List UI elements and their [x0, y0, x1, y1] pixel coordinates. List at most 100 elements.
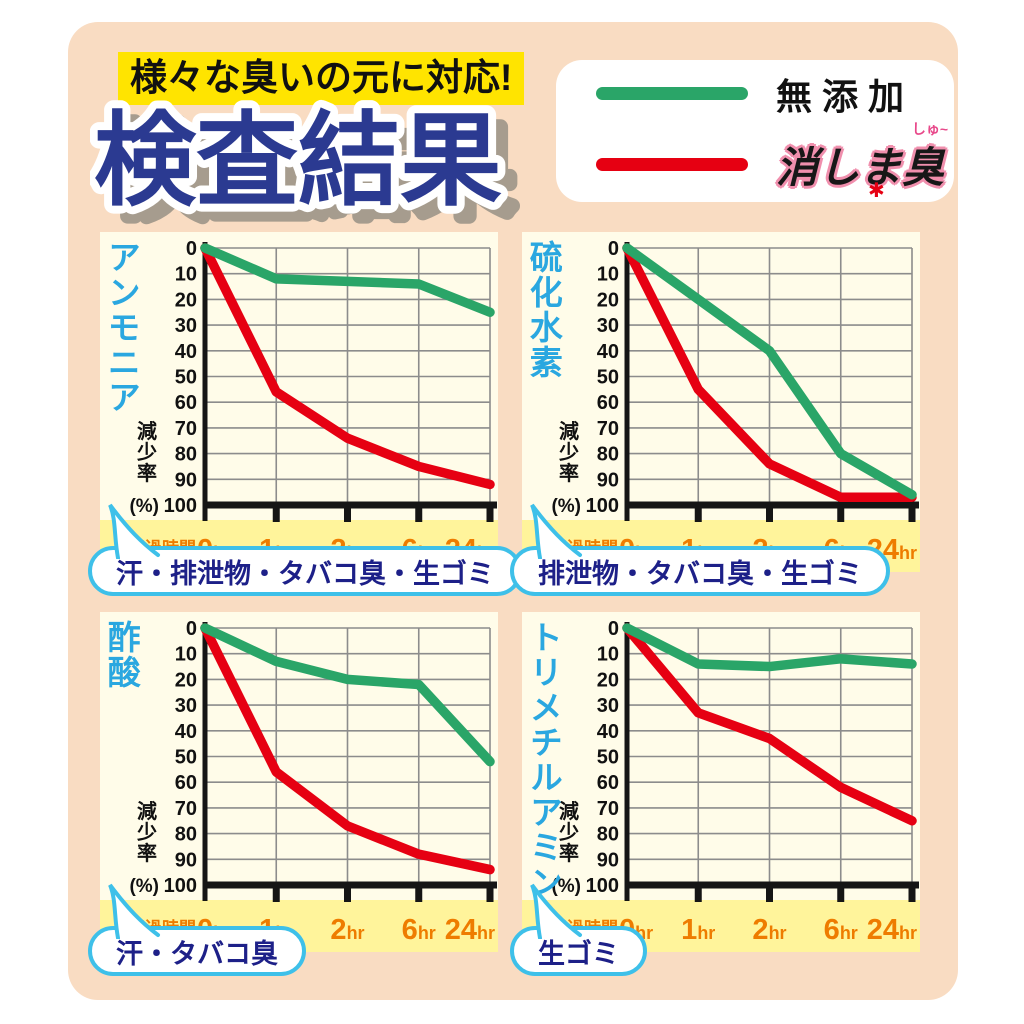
- svg-text:20: 20: [175, 289, 197, 311]
- svg-text:10: 10: [597, 644, 619, 666]
- svg-text:率: 率: [559, 841, 579, 865]
- svg-text:90: 90: [175, 469, 197, 491]
- svg-text:30: 30: [597, 315, 619, 337]
- svg-text:率: 率: [137, 461, 157, 485]
- chart-hydrogen-sulfide-title: 硫化水素: [525, 240, 563, 380]
- svg-text:少: 少: [136, 821, 157, 844]
- svg-text:2hr: 2hr: [330, 914, 364, 946]
- svg-text:(%): (%): [129, 496, 159, 517]
- svg-text:(%): (%): [551, 496, 581, 517]
- svg-text:100: 100: [586, 495, 619, 517]
- svg-text:率: 率: [137, 841, 157, 865]
- svg-text:90: 90: [597, 469, 619, 491]
- svg-text:30: 30: [597, 695, 619, 717]
- bubble-text: 生ゴミ: [538, 938, 619, 969]
- svg-text:20: 20: [175, 669, 197, 691]
- svg-text:24hr: 24hr: [445, 914, 495, 946]
- bubble-tail-icon: [530, 883, 582, 939]
- svg-text:40: 40: [597, 721, 619, 743]
- svg-text:40: 40: [175, 341, 197, 363]
- bubble-text: 汗・タバコ臭: [116, 938, 278, 969]
- bubble-tail-icon: [108, 503, 160, 559]
- chart-trimethylamine-title: トリメチルアミン: [525, 620, 563, 900]
- svg-text:70: 70: [175, 418, 197, 440]
- bubble-text: 汗・排泄物・タバコ臭・生ゴミ: [116, 558, 494, 589]
- svg-text:減: 減: [559, 799, 579, 823]
- svg-text:0: 0: [608, 238, 619, 260]
- svg-text:0: 0: [186, 618, 197, 640]
- svg-text:0: 0: [608, 618, 619, 640]
- bubble-tail-icon: [530, 503, 582, 559]
- svg-text:2hr: 2hr: [752, 914, 786, 946]
- page-title-text: 検査結果: [94, 104, 502, 218]
- svg-text:80: 80: [597, 824, 619, 846]
- page-title-shadow: 検査結果: [108, 116, 516, 230]
- svg-text:30: 30: [175, 315, 197, 337]
- svg-text:60: 60: [597, 392, 619, 414]
- banner: 様々な臭いの元に対応!: [118, 52, 525, 105]
- svg-text:70: 70: [597, 418, 619, 440]
- svg-text:60: 60: [597, 772, 619, 794]
- bubble-text: 排泄物・タバコ臭・生ゴミ: [538, 558, 862, 589]
- svg-text:少: 少: [558, 441, 579, 464]
- svg-text:24hr: 24hr: [867, 914, 917, 946]
- bubble-tail-icon: [108, 883, 160, 939]
- svg-text:6hr: 6hr: [824, 914, 858, 946]
- svg-text:50: 50: [597, 747, 619, 769]
- svg-text:100: 100: [586, 875, 619, 897]
- svg-text:90: 90: [175, 849, 197, 871]
- svg-text:50: 50: [175, 367, 197, 389]
- brand-logo: 消しま臭 しゅ~ ✱: [776, 121, 948, 202]
- svg-text:50: 50: [597, 367, 619, 389]
- background-panel: 様々な臭いの元に対応! 検査結果 検査結果 無添加 消しま臭 しゅ~ ✱ アンモ…: [68, 22, 958, 1000]
- svg-text:100: 100: [164, 495, 197, 517]
- svg-text:70: 70: [175, 798, 197, 820]
- svg-text:60: 60: [175, 772, 197, 794]
- page-title: 検査結果 検査結果: [90, 96, 522, 231]
- legend-row-untreated: 無添加: [556, 68, 954, 120]
- svg-text:20: 20: [597, 289, 619, 311]
- svg-text:30: 30: [175, 695, 197, 717]
- svg-text:70: 70: [597, 798, 619, 820]
- legend-label-untreated: 無添加: [776, 75, 915, 117]
- svg-text:率: 率: [559, 461, 579, 485]
- svg-text:10: 10: [597, 264, 619, 286]
- bubble-hydrogen-sulfide-sources: 排泄物・タバコ臭・生ゴミ: [510, 503, 890, 596]
- svg-text:40: 40: [175, 721, 197, 743]
- svg-text:減: 減: [137, 799, 157, 823]
- svg-text:100: 100: [164, 875, 197, 897]
- bubble-acetic-acid-sources: 汗・タバコ臭: [88, 883, 306, 976]
- svg-text:10: 10: [175, 644, 197, 666]
- svg-text:減: 減: [559, 419, 579, 443]
- svg-text:少: 少: [136, 441, 157, 464]
- svg-text:(%): (%): [551, 876, 581, 897]
- legend-row-product: 消しま臭 しゅ~ ✱: [556, 121, 954, 202]
- legend: 無添加 消しま臭 しゅ~ ✱: [556, 60, 954, 202]
- svg-text:60: 60: [175, 392, 197, 414]
- brand-logo-ruby: しゅ~: [911, 120, 949, 137]
- bubble-trimethylamine-sources: 生ゴミ: [510, 883, 647, 976]
- legend-line-green: [596, 87, 748, 100]
- svg-text:10: 10: [175, 264, 197, 286]
- svg-text:50: 50: [175, 747, 197, 769]
- svg-text:80: 80: [175, 824, 197, 846]
- chart-ammonia: アンモニア 0102030405060708090100(%)減少率経過時間0h…: [100, 232, 498, 572]
- bubble-ammonia-sources: 汗・排泄物・タバコ臭・生ゴミ: [88, 503, 522, 596]
- legend-line-red: [596, 157, 748, 171]
- svg-text:1hr: 1hr: [681, 914, 715, 946]
- chart-trimethylamine: トリメチルアミン 0102030405060708090100(%)減少率経過時…: [522, 612, 920, 952]
- chart-acetic-acid-title: 酢酸: [103, 620, 141, 690]
- svg-text:6hr: 6hr: [402, 914, 436, 946]
- svg-text:少: 少: [558, 821, 579, 844]
- brand-logo-text: 消しま臭: [776, 143, 945, 191]
- chart-trimethylamine-plot: 0102030405060708090100(%)減少率経過時間0hr1hr2h…: [522, 612, 920, 952]
- svg-text:20: 20: [597, 669, 619, 691]
- svg-text:80: 80: [175, 444, 197, 466]
- svg-text:40: 40: [597, 341, 619, 363]
- starburst-icon: ✱: [868, 179, 885, 202]
- svg-text:0: 0: [186, 238, 197, 260]
- chart-ammonia-title: アンモニア: [103, 240, 141, 415]
- svg-text:(%): (%): [129, 876, 159, 897]
- svg-text:90: 90: [597, 849, 619, 871]
